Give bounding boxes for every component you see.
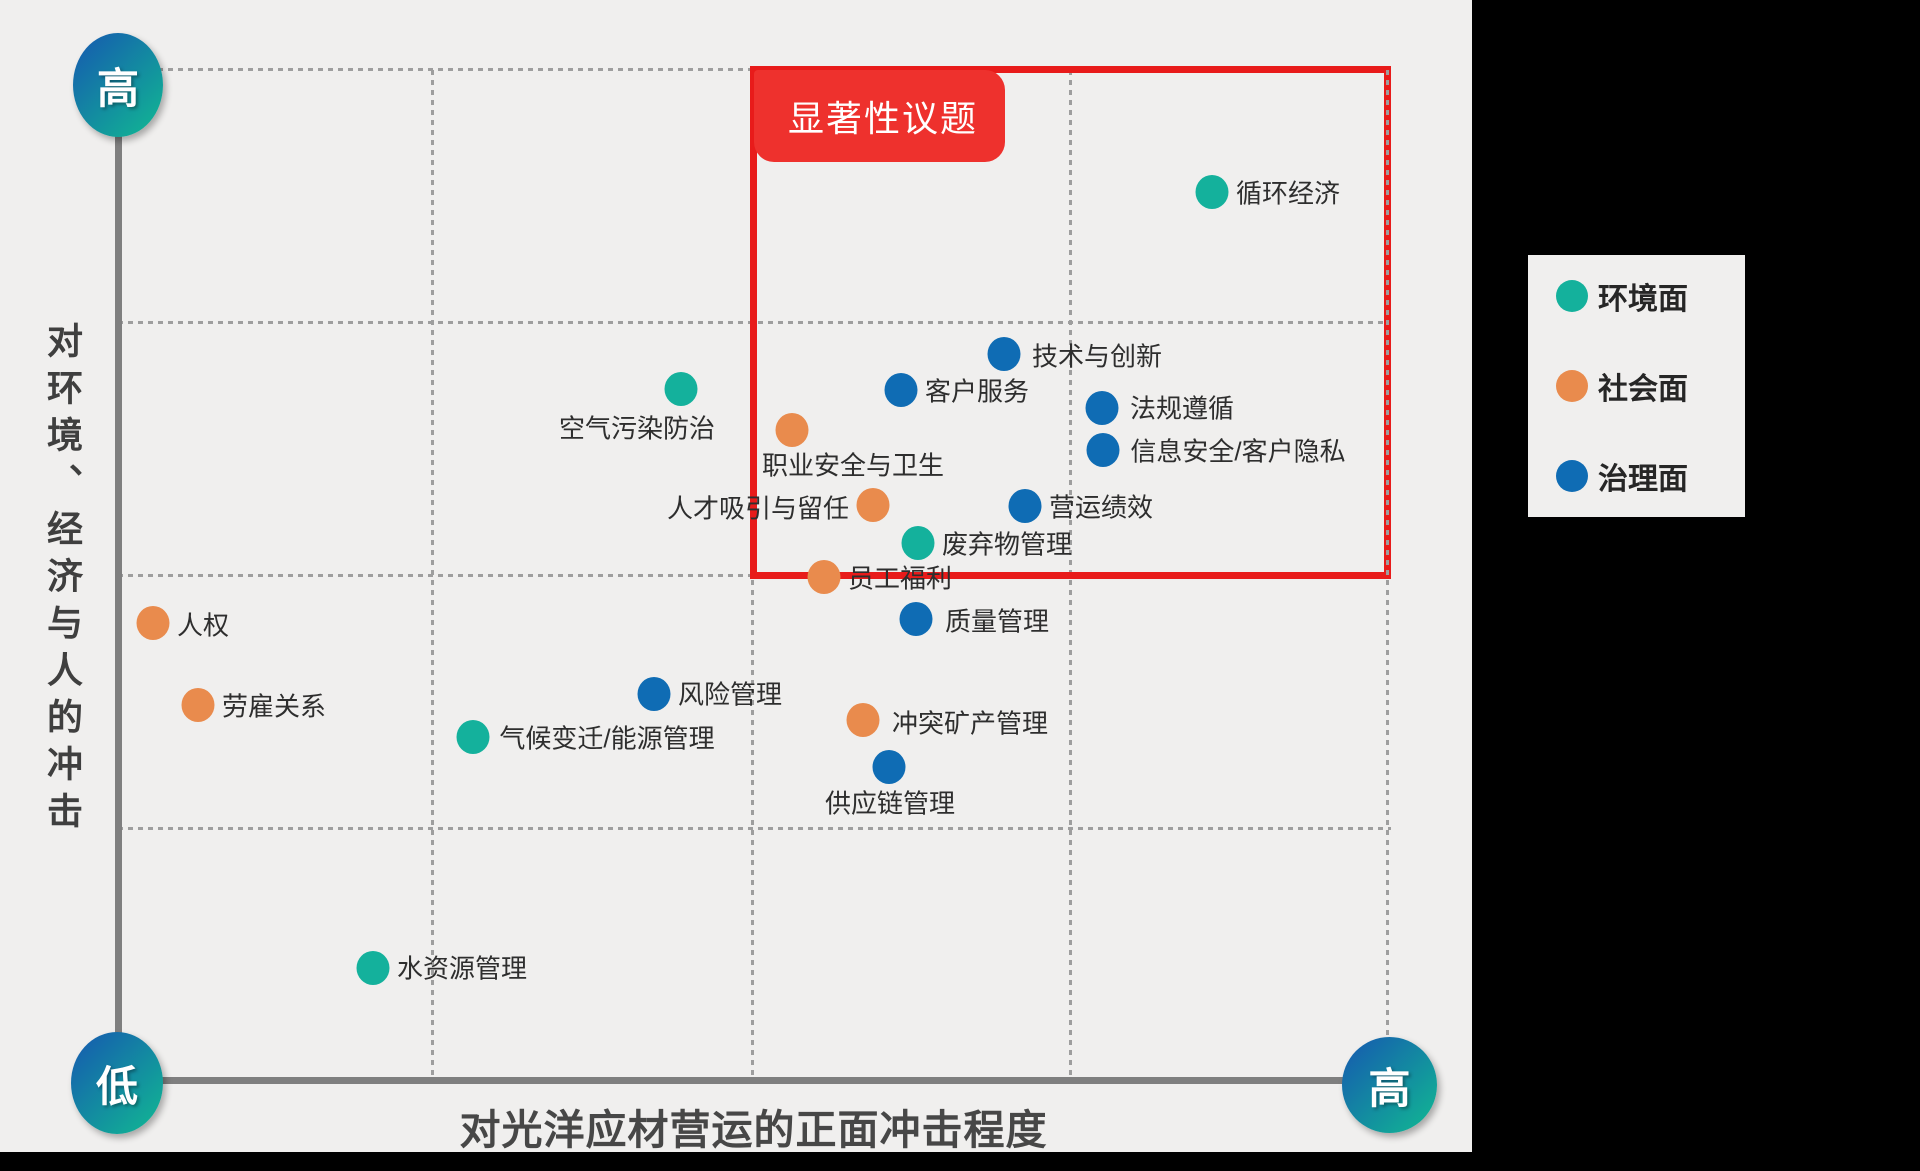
data-point-label: 法规遵循 bbox=[1129, 393, 1235, 424]
data-point bbox=[1085, 391, 1119, 425]
data-point bbox=[1086, 433, 1120, 467]
data-point-label: 劳雇关系 bbox=[221, 691, 327, 722]
data-point bbox=[1195, 175, 1229, 209]
data-point-label: 客户服务 bbox=[924, 376, 1030, 407]
y-axis-high-label: 高 bbox=[96, 64, 139, 112]
governance-swatch-icon bbox=[1556, 460, 1588, 492]
y-axis-high-circle: 高 bbox=[73, 33, 163, 137]
data-point bbox=[181, 688, 215, 722]
data-point bbox=[987, 337, 1021, 371]
data-point-label: 技术与创新 bbox=[1031, 341, 1163, 372]
data-point bbox=[775, 413, 809, 447]
highlight-box-label: 显著性议题 bbox=[754, 70, 1005, 162]
data-point-label: 气候变迁/能源管理 bbox=[499, 723, 715, 754]
data-point-label: 循环经济 bbox=[1235, 178, 1341, 209]
legend-item-governance: 治理面 bbox=[1556, 454, 1745, 498]
legend-item-label: 社会面 bbox=[1598, 373, 1688, 406]
origin-low-circle: 低 bbox=[71, 1032, 163, 1134]
data-point bbox=[356, 951, 390, 985]
data-point-label: 人才吸引与留任 bbox=[666, 493, 850, 524]
social-swatch-icon bbox=[1556, 370, 1588, 402]
data-point bbox=[856, 488, 890, 522]
data-point-label: 人权 bbox=[176, 610, 230, 641]
data-point bbox=[637, 677, 671, 711]
legend: 环境面 社会面 治理面 bbox=[1528, 255, 1745, 517]
environment-swatch-icon bbox=[1556, 280, 1588, 312]
y-axis-title: 对环境、经济与人的冲击 bbox=[42, 322, 83, 839]
data-point-label: 冲突矿产管理 bbox=[891, 708, 1049, 739]
data-point-label: 水资源管理 bbox=[396, 953, 528, 984]
origin-low-label: 低 bbox=[95, 1062, 138, 1110]
data-point bbox=[846, 703, 880, 737]
data-point-label: 信息安全/客户隐私 bbox=[1130, 436, 1346, 467]
data-point-label: 空气污染防治 bbox=[558, 413, 716, 444]
y-axis-line bbox=[115, 85, 122, 1081]
gridline-horizontal-4 bbox=[118, 827, 1391, 830]
data-point-label: 营运绩效 bbox=[1048, 492, 1154, 523]
data-point-label: 废弃物管理 bbox=[941, 529, 1073, 560]
data-point-label: 供应链管理 bbox=[824, 788, 956, 819]
data-point-label: 员工福利 bbox=[847, 563, 953, 594]
data-point bbox=[664, 372, 698, 406]
data-point bbox=[456, 720, 490, 754]
gridline-vertical-4 bbox=[1386, 70, 1389, 1081]
data-point bbox=[807, 560, 841, 594]
data-point bbox=[884, 373, 918, 407]
x-axis-high-label: 高 bbox=[1368, 1064, 1411, 1112]
data-point bbox=[872, 750, 906, 784]
data-point-label: 风险管理 bbox=[677, 679, 783, 710]
data-point bbox=[1008, 489, 1042, 523]
legend-item-label: 治理面 bbox=[1598, 463, 1688, 496]
highlight-box-label-text: 显著性议题 bbox=[788, 98, 979, 139]
data-point-label: 职业安全与卫生 bbox=[761, 450, 945, 481]
data-point bbox=[901, 526, 935, 560]
data-point bbox=[136, 606, 170, 640]
x-axis-high-circle: 高 bbox=[1342, 1037, 1437, 1133]
data-point bbox=[899, 602, 933, 636]
legend-item-social: 社会面 bbox=[1556, 364, 1745, 408]
legend-item-label: 环境面 bbox=[1598, 283, 1688, 316]
x-axis-line bbox=[118, 1077, 1389, 1084]
legend-item-environment: 环境面 bbox=[1556, 274, 1745, 318]
data-point-label: 质量管理 bbox=[944, 606, 1050, 637]
x-axis-title: 对光洋应材营运的正面冲击程度 bbox=[459, 1107, 1048, 1153]
